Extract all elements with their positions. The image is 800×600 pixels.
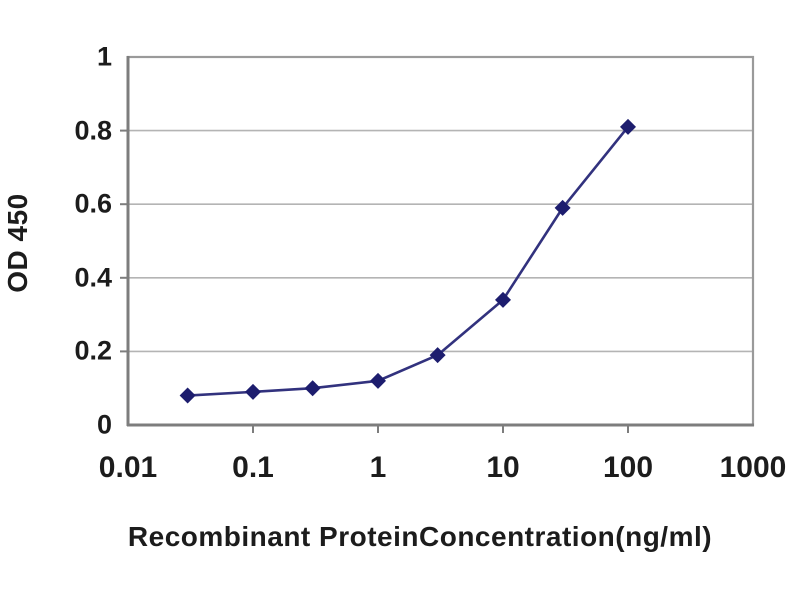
y-tick-label: 0.2 xyxy=(74,335,112,366)
y-tick-label: 0 xyxy=(96,409,112,440)
x-tick-label: 100 xyxy=(602,451,654,484)
y-tick-label: 0.6 xyxy=(74,188,112,219)
x-tick-label: 1000 xyxy=(719,451,787,484)
data-point-marker xyxy=(495,291,511,308)
y-tick-label: 0.4 xyxy=(74,262,112,293)
x-tick-label: 0.1 xyxy=(232,451,274,484)
y-tick-label: 1 xyxy=(96,41,112,72)
data-point-marker xyxy=(370,372,386,389)
data-point-marker xyxy=(620,118,636,135)
data-point-marker xyxy=(245,383,261,400)
plot-border xyxy=(126,55,755,427)
data-point-marker xyxy=(304,380,321,397)
series-line xyxy=(187,126,630,397)
x-tick-label: 1 xyxy=(369,451,387,484)
y-tick-label: 0.8 xyxy=(74,115,112,146)
data-point-marker xyxy=(179,387,196,404)
data-point-marker xyxy=(554,199,571,216)
x-tick-label: 10 xyxy=(486,451,520,484)
x-axis-title: Recombinant ProteinConcentration(ng/ml) xyxy=(127,521,713,552)
x-tick-label: 0.01 xyxy=(98,451,158,484)
data-point-marker xyxy=(429,347,446,364)
